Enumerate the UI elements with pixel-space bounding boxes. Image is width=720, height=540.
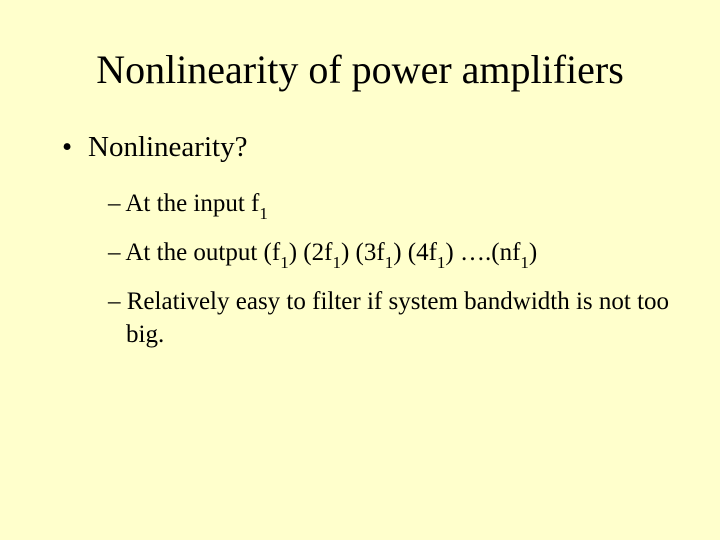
subscript: 1 <box>259 204 268 223</box>
bullet-text: At the input f <box>125 190 259 217</box>
bullet-marker-l2: – <box>108 288 121 315</box>
bullet-marker-l2: – <box>108 239 121 266</box>
bullet-marker-l1: • <box>62 130 88 165</box>
bullet-text: At the output (f <box>125 239 280 266</box>
subscript: 1 <box>385 253 394 272</box>
subscript: 1 <box>437 253 446 272</box>
bullet-text: ) <box>529 239 537 266</box>
bullet-level1: •Nonlinearity? <box>62 130 670 165</box>
bullet-text-l1: Nonlinearity? <box>88 131 247 163</box>
subscript: 1 <box>520 253 529 272</box>
bullet-text: ) (4f <box>393 239 437 266</box>
bullet-level2-output: – At the output (f1) (2f1) (3f1) (4f1) …… <box>108 236 670 273</box>
bullet-text: ) (2f <box>289 239 333 266</box>
slide: Nonlinearity of power amplifiers •Nonlin… <box>0 0 720 540</box>
slide-title: Nonlinearity of power amplifiers <box>50 48 670 92</box>
bullet-text: ) (3f <box>341 239 385 266</box>
bullet-text: Relatively easy to filter if system band… <box>126 288 669 349</box>
bullet-marker-l2: – <box>108 190 121 217</box>
bullet-level2-input: – At the input f1 <box>108 187 670 224</box>
subscript: 1 <box>332 253 341 272</box>
subscript: 1 <box>280 253 289 272</box>
bullet-level2-filter: – Relatively easy to filter if system ba… <box>108 285 670 353</box>
bullet-text: ) ….(nf <box>445 239 520 266</box>
